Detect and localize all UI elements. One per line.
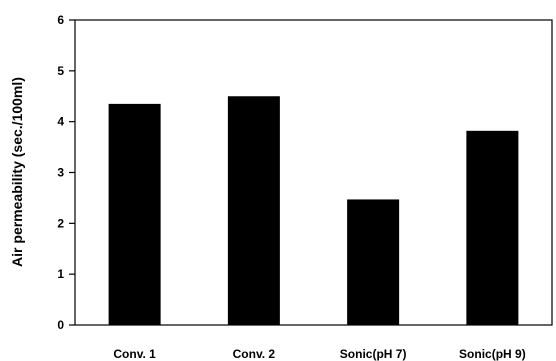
x-tick-label: Conv. 2 [233, 347, 276, 361]
y-axis-ticks: 0 1 2 3 4 5 6 [57, 13, 75, 332]
bar-4 [466, 130, 519, 325]
y-tick-label: 6 [57, 13, 64, 27]
y-tick-label: 1 [57, 267, 64, 281]
y-tick-label: 4 [57, 115, 64, 129]
bar-1 [108, 103, 161, 325]
x-tick-label: Sonic(pH 7) [340, 347, 407, 361]
x-axis-labels: Conv. 1 Conv. 2 Sonic(pH 7) Sonic(pH 9) [113, 347, 525, 361]
y-tick-label: 2 [57, 216, 64, 230]
bar-3 [347, 199, 400, 325]
bar-2 [227, 96, 280, 325]
x-tick-label: Conv. 1 [113, 347, 156, 361]
y-axis-title: Air permeability (sec./100ml) [9, 77, 25, 267]
bars [108, 96, 519, 325]
x-tick-label: Sonic(pH 9) [459, 347, 526, 361]
y-tick-label: 0 [57, 318, 64, 332]
y-tick-label: 3 [57, 166, 64, 180]
y-tick-label: 5 [57, 64, 64, 78]
